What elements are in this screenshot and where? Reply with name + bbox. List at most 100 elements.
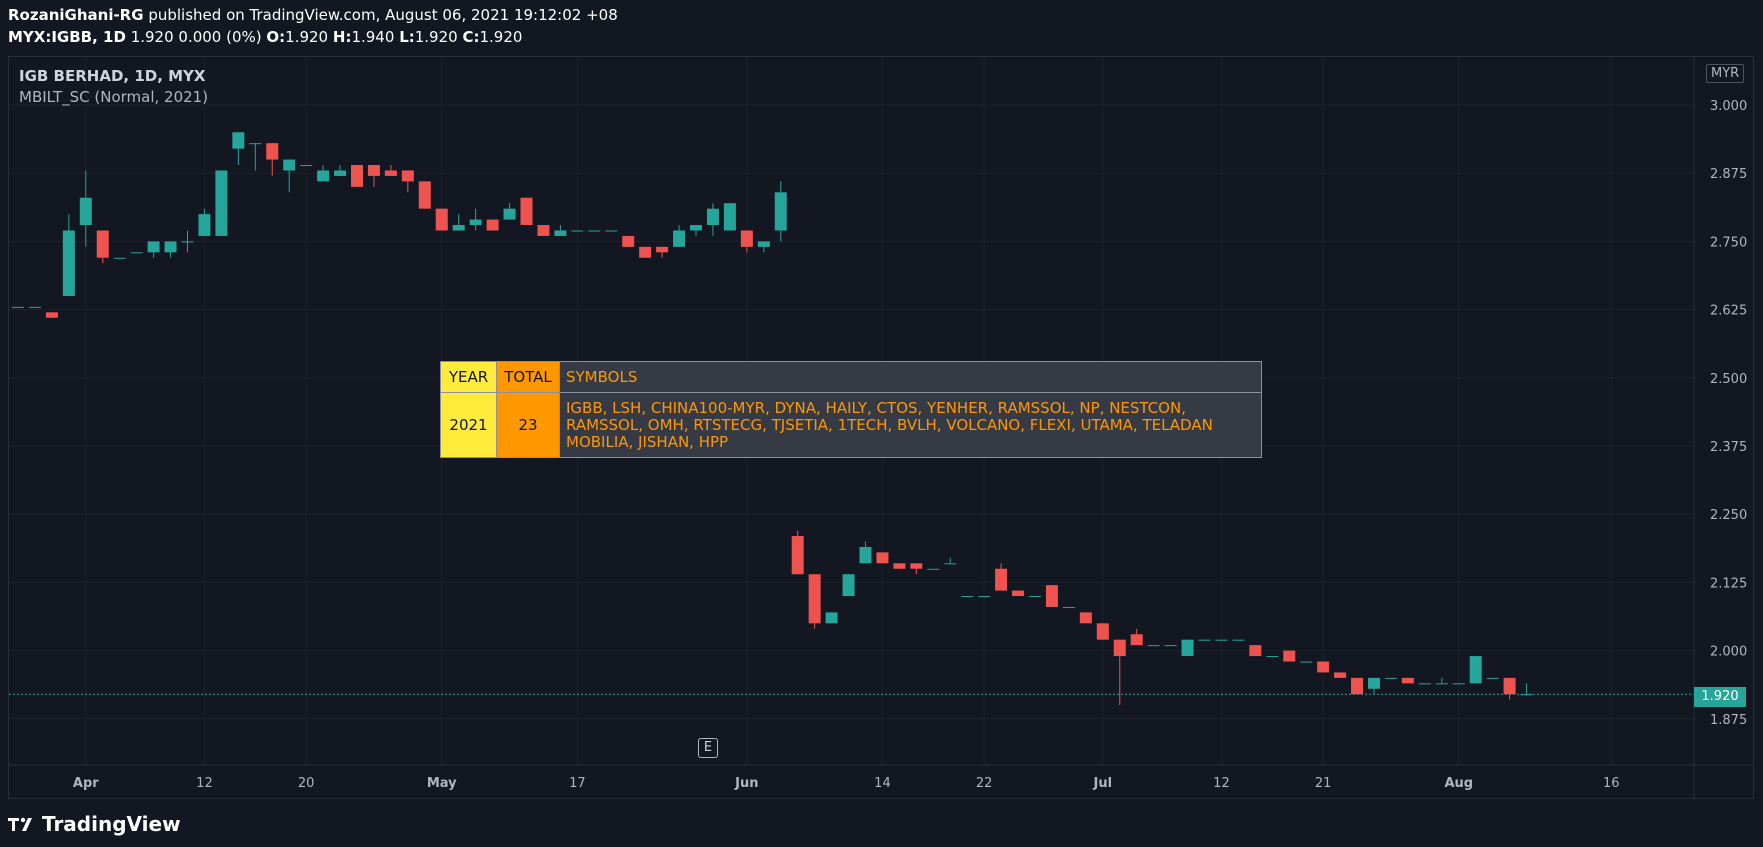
candle-body	[1113, 639, 1126, 657]
candle	[1520, 683, 1533, 696]
currency-badge[interactable]: MYR	[1706, 64, 1745, 83]
candle-body	[690, 225, 702, 231]
candle-body	[130, 252, 143, 254]
candle-body	[1486, 677, 1499, 679]
candle-body	[1130, 634, 1143, 646]
candle-body	[1334, 672, 1347, 678]
time-axis: Apr 12 20 May 17 Jun 14 22 Jul 12 21 Aug 16	[9, 764, 1753, 791]
candle	[1368, 677, 1380, 695]
last-price-tag: 1.920	[1694, 687, 1746, 707]
candle-body	[486, 219, 499, 231]
candle-body	[791, 536, 804, 575]
candle	[808, 574, 821, 629]
candle-body	[859, 546, 872, 564]
year-header: YEAR	[440, 361, 497, 393]
x-tick-label: 21	[1315, 776, 1332, 791]
total-cell: 23	[496, 392, 560, 458]
event-marker[interactable]: E	[698, 738, 718, 758]
candle-body	[1418, 683, 1431, 685]
candle	[435, 208, 448, 231]
candle-body	[96, 230, 109, 258]
candle-body	[1452, 683, 1465, 685]
candle	[571, 230, 584, 232]
candle-body	[825, 612, 838, 624]
candle-body	[317, 170, 330, 182]
candle	[1079, 612, 1092, 624]
footer-brand[interactable]: TradingView	[8, 812, 181, 836]
candle-body	[300, 165, 313, 167]
x-tick-label: 12	[1213, 776, 1230, 791]
candle	[757, 241, 770, 253]
candle-body	[45, 312, 58, 318]
y-tick-label: 2.375	[1710, 440, 1747, 455]
ohlc-open-value: 1.920	[285, 28, 329, 46]
x-tick-label: Aug	[1444, 776, 1473, 791]
candle	[842, 574, 855, 597]
candle	[266, 143, 279, 176]
candle-body	[147, 241, 160, 253]
x-tick-label: 17	[569, 776, 586, 791]
candle-body	[588, 230, 601, 232]
candle-body	[740, 230, 753, 247]
candle-body	[520, 197, 533, 226]
candle-body	[1232, 639, 1245, 641]
x-tick-label: Apr	[73, 776, 99, 791]
publisher-name: RozaniGhani-RG	[8, 6, 144, 24]
candle-body	[723, 203, 736, 231]
candle-body	[1029, 596, 1041, 598]
candle-body	[605, 230, 618, 232]
chart-title[interactable]: IGB BERHAD, 1D, MYX	[19, 67, 206, 85]
candle-body	[28, 306, 41, 308]
candle-body	[1384, 677, 1397, 679]
candle-body	[1215, 639, 1228, 641]
candle-body	[876, 552, 889, 564]
x-tick-label: 12	[196, 776, 213, 791]
candle	[130, 252, 143, 254]
candle-body	[266, 143, 279, 160]
chart-frame	[8, 56, 1754, 799]
symbols-line: RAMSSOL, OMH, RTSTECG, TJSETIA, 1TECH, B…	[566, 415, 1213, 434]
candle	[1198, 639, 1211, 641]
candle	[1181, 639, 1194, 657]
candle-body	[1164, 645, 1177, 647]
candle-body	[706, 208, 719, 226]
x-tick-label: Jul	[1093, 776, 1113, 791]
candle	[774, 181, 787, 242]
symbols-line: IGBB, LSH, CHINA100-MYR, DYNA, HAILY, CT…	[566, 398, 1186, 417]
candle-body	[1401, 677, 1414, 684]
price-axis: 3.000 2.875 2.750 2.625 2.500 2.375 2.250 2.125…	[1693, 57, 1747, 798]
candle	[537, 225, 550, 236]
candle	[1300, 661, 1313, 663]
candle	[706, 203, 719, 236]
candle	[910, 563, 923, 575]
tradingview-logo-icon	[8, 817, 32, 831]
candle	[1029, 596, 1041, 598]
y-tick-label: 2.625	[1710, 304, 1747, 319]
candle	[1113, 639, 1126, 706]
candle-body	[503, 208, 516, 220]
candle-body	[1368, 677, 1380, 689]
ohlc-low-label: L:	[399, 28, 415, 46]
candle-body	[1249, 645, 1262, 657]
candle-body	[232, 132, 245, 149]
candle	[1062, 606, 1075, 608]
candle-body	[808, 574, 821, 624]
candle	[351, 165, 363, 187]
candle-body	[673, 230, 686, 247]
candle-body	[639, 246, 652, 258]
y-tick-label: 1.875	[1710, 713, 1747, 728]
candle	[995, 563, 1008, 591]
candle	[1452, 683, 1465, 685]
candle	[198, 208, 211, 236]
candle-body	[1503, 677, 1516, 695]
candle	[1130, 628, 1143, 646]
candle-body	[198, 214, 211, 236]
symbols-header: SYMBOLS	[559, 361, 1262, 393]
candle-body	[1012, 590, 1025, 597]
candle-body	[215, 170, 228, 236]
y-tick-label: 2.750	[1710, 235, 1747, 250]
candle	[1249, 645, 1262, 657]
ohlc-high-label: H:	[332, 28, 352, 46]
candle	[876, 552, 889, 564]
indicator-label[interactable]: MBILT_SC (Normal, 2021)	[19, 88, 209, 106]
